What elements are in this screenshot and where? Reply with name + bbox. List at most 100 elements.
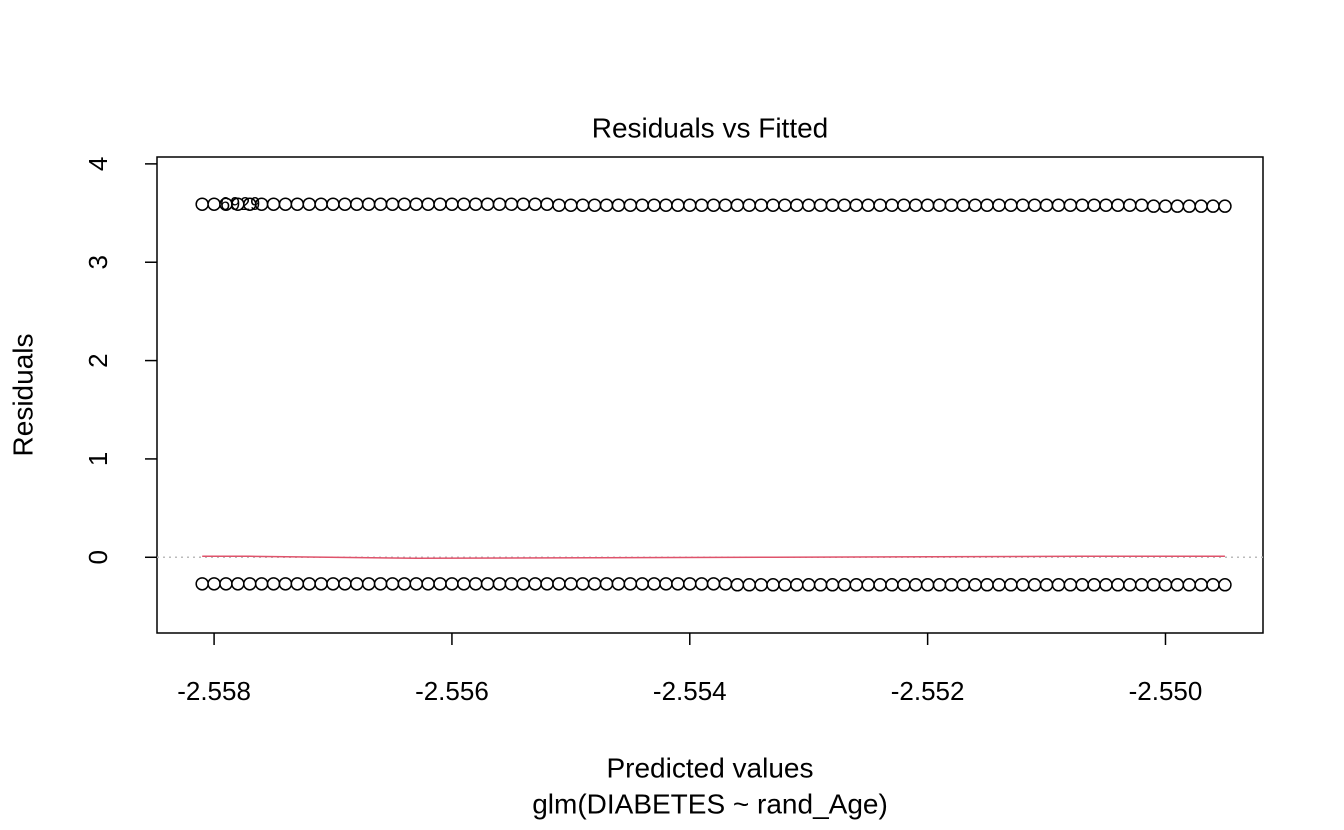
- point: [1194, 199, 1208, 213]
- point: [516, 577, 531, 591]
- point: [492, 197, 507, 211]
- point: [1146, 578, 1161, 592]
- point: [742, 578, 756, 592]
- point: [718, 577, 733, 591]
- point: [433, 197, 447, 211]
- point: [956, 578, 971, 592]
- point: [1027, 198, 1042, 212]
- point: [552, 577, 566, 591]
- point: [611, 577, 626, 591]
- point: [433, 577, 447, 591]
- point: [623, 577, 638, 591]
- x-tick-label: -2.556: [415, 676, 489, 706]
- point: [813, 578, 828, 592]
- point: [813, 198, 828, 212]
- point: [1004, 198, 1018, 212]
- point: [254, 577, 269, 591]
- point: [956, 198, 971, 212]
- point: [290, 197, 305, 211]
- point: [1194, 578, 1208, 592]
- point: [278, 577, 293, 591]
- point: [766, 198, 780, 212]
- point: [195, 577, 209, 591]
- point: [361, 577, 376, 591]
- point: [457, 577, 471, 591]
- point: [1004, 578, 1018, 592]
- point: [968, 198, 982, 212]
- point: [1039, 578, 1054, 592]
- point: [1206, 578, 1220, 592]
- point: [1206, 199, 1220, 213]
- point: [314, 197, 328, 211]
- x-axis-title: Predicted values: [606, 752, 813, 783]
- point: [980, 198, 994, 212]
- point: [659, 198, 673, 212]
- point: [350, 577, 364, 591]
- point: [837, 198, 852, 212]
- point: [326, 197, 340, 211]
- point: [849, 578, 864, 592]
- point: [635, 198, 649, 212]
- point: [1123, 578, 1137, 592]
- point: [635, 577, 649, 591]
- point: [302, 577, 316, 591]
- point: [920, 578, 935, 592]
- point: [1051, 198, 1066, 212]
- point: [683, 577, 697, 591]
- point: [1063, 198, 1078, 212]
- point: [623, 198, 638, 212]
- point: [576, 198, 590, 212]
- point: [825, 198, 840, 212]
- y-tick-label: 4: [83, 157, 113, 171]
- point: [754, 578, 768, 592]
- point: [1111, 198, 1125, 212]
- point: [231, 577, 245, 591]
- chart-title: Residuals vs Fitted: [592, 112, 829, 143]
- point: [992, 198, 1006, 212]
- point: [1051, 578, 1066, 592]
- point: [504, 197, 519, 211]
- point: [445, 577, 459, 591]
- point: [326, 577, 340, 591]
- point: [1158, 578, 1173, 592]
- x-tick-label: -2.552: [891, 676, 965, 706]
- point: [1123, 198, 1137, 212]
- point: [219, 577, 233, 591]
- point: [694, 198, 709, 212]
- point: [659, 577, 673, 591]
- point: [920, 198, 935, 212]
- point: [1170, 578, 1185, 592]
- point: [445, 197, 459, 211]
- point: [671, 577, 685, 591]
- point: [1111, 578, 1125, 592]
- point: [290, 577, 305, 591]
- point: [207, 197, 221, 211]
- point: [992, 578, 1006, 592]
- point: [1099, 198, 1113, 212]
- point: [314, 577, 328, 591]
- point: [885, 198, 899, 212]
- point: [302, 197, 316, 211]
- point: [587, 198, 602, 212]
- point: [778, 578, 792, 592]
- point: [457, 197, 471, 211]
- point: [932, 578, 947, 592]
- point: [504, 577, 519, 591]
- point: [1016, 198, 1030, 212]
- point: [1182, 199, 1197, 213]
- point: [1016, 578, 1030, 592]
- point: [373, 577, 388, 591]
- point: [540, 577, 554, 591]
- point: [1075, 578, 1089, 592]
- point: [778, 198, 792, 212]
- point: [944, 198, 959, 212]
- point: [801, 198, 816, 212]
- point: [837, 578, 852, 592]
- point: [587, 577, 602, 591]
- point: [599, 577, 614, 591]
- point: [1027, 578, 1042, 592]
- point: [742, 198, 756, 212]
- point: [409, 577, 424, 591]
- point: [694, 577, 709, 591]
